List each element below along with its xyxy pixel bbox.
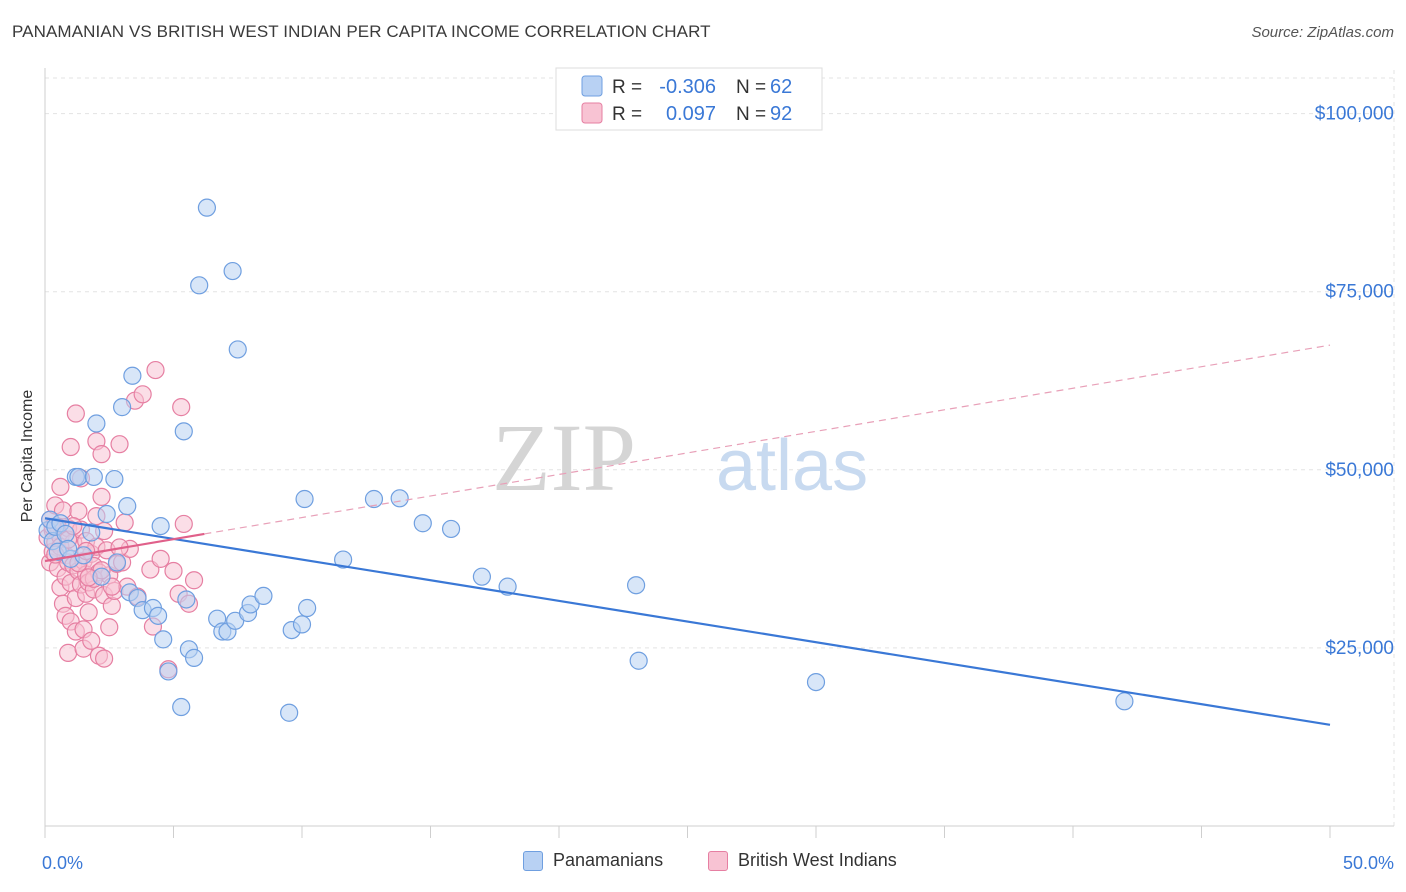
british-west-indian-point[interactable]: [172, 398, 191, 417]
british-west-indian-point[interactable]: [61, 437, 80, 457]
watermark-atlas: atlas: [716, 426, 868, 506]
panamanian-point[interactable]: [254, 586, 273, 606]
legend-swatch-british-west-indians: [708, 850, 728, 871]
panamanian-point[interactable]: [295, 489, 314, 509]
british-west-indian-point[interactable]: [151, 549, 170, 568]
panamanian-point[interactable]: [413, 514, 432, 533]
panamanian-point[interactable]: [626, 576, 646, 595]
series-panamanians: [38, 198, 1134, 722]
panamanian-point[interactable]: [197, 198, 217, 217]
panamanian-point[interactable]: [84, 467, 103, 487]
panamanian-point[interactable]: [154, 630, 173, 649]
panamanian-point[interactable]: [177, 590, 196, 609]
panamanian-point[interactable]: [112, 398, 132, 417]
panamanian-point[interactable]: [123, 366, 142, 385]
british-west-indian-point[interactable]: [66, 404, 85, 423]
panamanian-point[interactable]: [172, 697, 191, 717]
legend-item-british-west-indians[interactable]: British West Indians: [708, 850, 897, 871]
panamanian-point[interactable]: [280, 703, 299, 722]
british-west-indian-point[interactable]: [174, 514, 193, 534]
panamanian-point[interactable]: [159, 662, 178, 681]
panamanian-point[interactable]: [87, 414, 106, 433]
legend-top-swatch-1: [581, 102, 603, 124]
legend-label-panamanians: Panamanians: [553, 850, 664, 870]
british-west-indian-point[interactable]: [59, 643, 78, 662]
panamanian-point[interactable]: [184, 648, 204, 667]
source-label: Source: ZipAtlas.com: [1251, 24, 1394, 41]
legend-label-british-west-indians: British West Indians: [738, 850, 897, 870]
panamanian-point[interactable]: [292, 615, 312, 634]
panamanian-point[interactable]: [223, 261, 242, 281]
legend-top-r-label-1: R =: [612, 104, 642, 125]
panamanian-point[interactable]: [105, 469, 124, 489]
watermark-zip: ZIP: [492, 404, 636, 511]
british-west-indian-point[interactable]: [115, 513, 134, 532]
y-tick-label: $25,000: [1325, 638, 1394, 659]
legend-swatch-panamanians: [523, 850, 543, 871]
y-tick-label: $50,000: [1325, 460, 1394, 481]
legend-top-swatch-0: [581, 75, 603, 97]
british-west-indian-point[interactable]: [102, 596, 121, 615]
panamanian-point[interactable]: [298, 598, 317, 618]
panamanian-point[interactable]: [59, 539, 78, 558]
panamanian-point[interactable]: [364, 489, 384, 509]
legend-top-n-label-0: N =: [736, 77, 766, 98]
panamanian-point[interactable]: [69, 467, 88, 487]
panamanian-point[interactable]: [334, 550, 353, 569]
watermark: ZIP atlas: [492, 404, 868, 511]
panamanian-point[interactable]: [228, 340, 247, 359]
legend-top-r-value-0: -0.306: [659, 76, 716, 98]
british-west-indian-point[interactable]: [95, 649, 114, 668]
british-west-indian-point[interactable]: [82, 631, 101, 650]
trend-line-british-west-indians: [44, 532, 205, 563]
x-tick-label-right: 50.0%: [1343, 853, 1394, 873]
panamanian-point[interactable]: [441, 519, 461, 539]
british-west-indian-point[interactable]: [133, 385, 152, 404]
x-tick-label-left: 0.0%: [42, 853, 83, 873]
legend-top: R = -0.306 N = 62 R = 0.097 N = 92: [555, 67, 823, 131]
legend-top-r-label-0: R =: [612, 77, 642, 98]
panamanian-point[interactable]: [629, 651, 648, 670]
panamanian-point[interactable]: [1115, 692, 1134, 711]
panamanian-point[interactable]: [107, 553, 127, 572]
legend-top-n-value-0: 62: [770, 76, 792, 98]
trend-line-panamanians: [44, 517, 1331, 726]
british-west-indian-point[interactable]: [110, 435, 129, 454]
legend-top-r-value-1: 0.097: [666, 103, 716, 125]
panamanian-point[interactable]: [151, 516, 170, 536]
tick-labels: $25,000 $50,000 $75,000 $100,000 0.0% 50.0%: [42, 104, 1394, 873]
panamanian-point[interactable]: [97, 504, 116, 524]
panamanian-point[interactable]: [390, 489, 409, 508]
panamanian-point[interactable]: [241, 595, 260, 614]
legend-top-n-label-1: N =: [736, 104, 766, 125]
british-west-indian-point[interactable]: [184, 571, 204, 590]
panamanian-point[interactable]: [806, 672, 826, 692]
chart-title: PANAMANIAN VS BRITISH WEST INDIAN PER CA…: [12, 22, 711, 41]
y-tick-label: $75,000: [1325, 282, 1394, 303]
legend-item-panamanians[interactable]: Panamanians: [523, 850, 663, 871]
british-west-indian-point[interactable]: [51, 477, 70, 497]
british-west-indian-point[interactable]: [92, 445, 111, 464]
trend-line-british-west-indians-extended: [204, 344, 1331, 535]
british-west-indian-point[interactable]: [100, 618, 119, 637]
panamanian-point[interactable]: [174, 422, 193, 441]
panamanian-point[interactable]: [82, 523, 101, 542]
panamanian-point[interactable]: [190, 276, 209, 295]
panamanian-point[interactable]: [118, 497, 137, 516]
panamanian-point[interactable]: [472, 567, 491, 586]
panamanian-point[interactable]: [92, 567, 111, 586]
british-west-indian-point[interactable]: [79, 603, 98, 622]
british-west-indian-point[interactable]: [164, 561, 183, 581]
british-west-indian-point[interactable]: [92, 487, 111, 506]
legend-bottom: Panamanians British West Indians: [0, 850, 1406, 880]
british-west-indian-point[interactable]: [146, 360, 165, 380]
trend-lines: [44, 344, 1331, 726]
legend-top-n-value-1: 92: [770, 103, 792, 125]
panamanian-point[interactable]: [148, 606, 168, 625]
y-tick-label: $100,000: [1315, 104, 1394, 125]
panamanian-point[interactable]: [56, 524, 75, 544]
axes: [44, 68, 1394, 838]
